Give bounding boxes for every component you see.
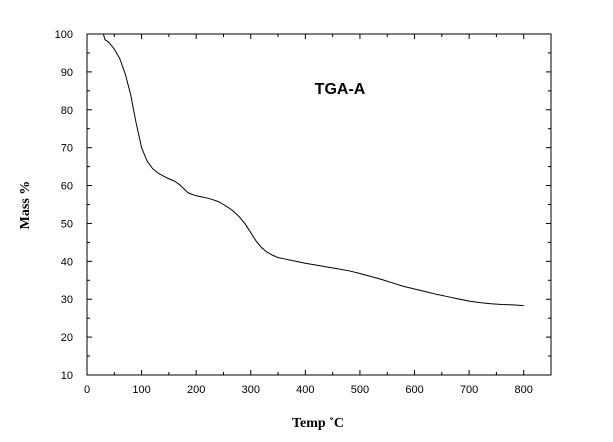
y-tick-label: 30 (61, 294, 73, 306)
x-axis-title: Temp ˚C (292, 416, 344, 431)
y-axis-title: Mass % (18, 181, 33, 230)
x-tick-label: 200 (187, 384, 205, 396)
x-tick-label: 0 (84, 384, 90, 396)
x-tick-label: 100 (132, 384, 150, 396)
y-tick-label: 10 (61, 370, 73, 382)
y-tick-label: 100 (55, 29, 73, 41)
mass-loss-curve (102, 33, 524, 307)
chart-annotation: TGA-A (315, 81, 366, 98)
x-tick-label: 400 (296, 384, 314, 396)
y-tick-label: 40 (61, 256, 73, 268)
x-tick-label: 500 (351, 384, 369, 396)
axes: 0 100 200 300 400 500 600 700 800 10 20 30 40 50 60 70 8… (55, 29, 552, 396)
y-tick-label: 80 (61, 105, 73, 117)
series-group (102, 33, 524, 307)
x-tick-label: 800 (515, 384, 533, 396)
x-tick-label: 300 (242, 384, 260, 396)
x-tick-label: 700 (460, 384, 478, 396)
y-tick-label: 70 (61, 143, 73, 155)
x-tick-label: 600 (405, 384, 423, 396)
y-tick-label: 90 (61, 67, 73, 79)
y-tick-label: 50 (61, 218, 73, 230)
y-tick-label: 20 (61, 332, 73, 344)
y-tick-label: 60 (61, 181, 73, 193)
